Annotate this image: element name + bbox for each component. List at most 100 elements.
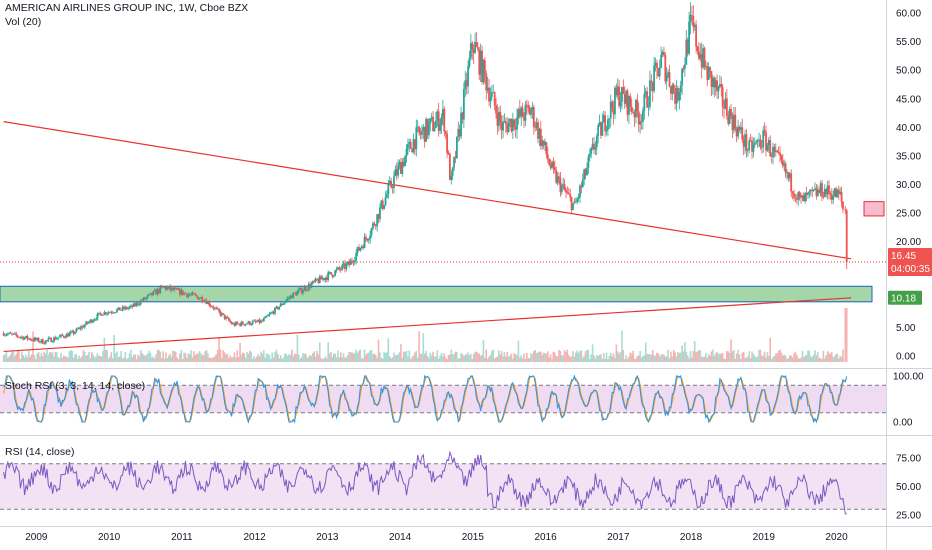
candle-body bbox=[749, 140, 752, 142]
volume-bar bbox=[134, 354, 136, 362]
candle-body bbox=[809, 189, 812, 192]
volume-bar bbox=[671, 356, 674, 362]
volume-bar bbox=[14, 356, 16, 362]
candle-body bbox=[730, 109, 732, 117]
candle-body bbox=[532, 107, 535, 128]
volume-bar bbox=[15, 353, 18, 362]
candle-body bbox=[278, 306, 281, 310]
volume-bar bbox=[156, 349, 159, 362]
volume-bar bbox=[246, 352, 248, 362]
candle-body bbox=[665, 75, 668, 82]
candle-body bbox=[686, 39, 689, 54]
candle-body bbox=[97, 312, 100, 315]
candlestick-series bbox=[2, 2, 848, 345]
candle-body bbox=[632, 112, 635, 113]
candle-body bbox=[574, 201, 577, 203]
candle-body bbox=[556, 176, 559, 183]
volume-bar bbox=[107, 358, 110, 362]
candle-body bbox=[202, 301, 205, 303]
candle-body bbox=[393, 176, 395, 188]
volume-bar bbox=[181, 359, 184, 362]
trendline-layer bbox=[0, 121, 886, 353]
candle-body bbox=[545, 142, 548, 155]
volume-bar bbox=[731, 351, 734, 362]
volume-bar bbox=[828, 352, 830, 362]
volume-bar bbox=[432, 351, 434, 362]
candle-body bbox=[180, 290, 183, 295]
volume-bar bbox=[836, 353, 839, 362]
candle-body bbox=[386, 194, 388, 198]
candle-body bbox=[647, 106, 650, 108]
volume-bar bbox=[264, 357, 267, 362]
candle-body bbox=[288, 297, 290, 299]
volume-bar bbox=[789, 355, 791, 362]
volume-bar bbox=[135, 359, 138, 362]
rsi-tick-label: 50.00 bbox=[896, 482, 921, 493]
volume-bar bbox=[100, 356, 103, 362]
volume-bar bbox=[609, 352, 612, 362]
rsi-legend[interactable]: RSI (14, close) bbox=[5, 446, 75, 458]
candle-body bbox=[204, 300, 206, 302]
volume-bar bbox=[574, 352, 577, 362]
volume-bar bbox=[461, 354, 464, 362]
stoch-tick-label: 100.00 bbox=[893, 372, 924, 383]
candle-body bbox=[234, 322, 237, 326]
candle-body bbox=[837, 189, 840, 194]
candle-body bbox=[612, 108, 615, 115]
price-tick-label: 30.00 bbox=[896, 180, 921, 191]
volume-bar bbox=[552, 351, 555, 362]
candle-body bbox=[738, 126, 741, 131]
candle-body bbox=[525, 104, 528, 106]
candle-body bbox=[560, 185, 563, 193]
candle-body bbox=[677, 87, 679, 101]
candle-body bbox=[132, 303, 135, 307]
volume-bar bbox=[569, 357, 571, 362]
candle-body bbox=[163, 286, 166, 288]
candle-body bbox=[209, 305, 212, 307]
volume-bar bbox=[822, 350, 825, 362]
volume-bar bbox=[769, 337, 772, 362]
candle-body bbox=[205, 300, 208, 304]
candle-body bbox=[667, 72, 670, 76]
candle-body bbox=[227, 318, 230, 321]
candle-body bbox=[488, 87, 490, 102]
volume-bar bbox=[503, 352, 506, 362]
candle-body bbox=[429, 118, 432, 124]
candle-body bbox=[400, 162, 402, 174]
volume-bar bbox=[42, 356, 44, 362]
volume-bar bbox=[247, 353, 250, 362]
candle-body bbox=[232, 323, 234, 325]
candle-body bbox=[576, 198, 579, 203]
candle-body bbox=[192, 292, 195, 295]
volume-bar bbox=[446, 359, 448, 362]
candle-body bbox=[836, 189, 839, 198]
candle-body bbox=[318, 276, 321, 284]
candle-body bbox=[387, 184, 390, 195]
stoch-rsi-legend[interactable]: Stoch RSI (3, 3, 14, 14, close) bbox=[5, 380, 146, 392]
symbol-title[interactable]: AMERICAN AIRLINES GROUP INC, 1W, Cboe BZ… bbox=[5, 2, 249, 14]
candle-body bbox=[672, 84, 675, 93]
volume-bar bbox=[373, 353, 376, 362]
volume-bar bbox=[565, 352, 567, 362]
candle-body bbox=[516, 117, 518, 130]
candle-body bbox=[492, 91, 495, 93]
candle-body bbox=[436, 111, 439, 121]
volume-legend[interactable]: Vol (20) bbox=[5, 16, 42, 28]
candle-body bbox=[247, 321, 250, 324]
volume-bar bbox=[493, 358, 496, 362]
volume-bar bbox=[661, 354, 664, 362]
candle-body bbox=[711, 77, 714, 87]
candle-body bbox=[793, 193, 795, 198]
price-tick-label: 5.00 bbox=[896, 323, 916, 334]
volume-bar bbox=[395, 355, 398, 362]
volume-bar bbox=[664, 356, 667, 362]
candle-body bbox=[628, 96, 630, 115]
price-tick-label: 45.00 bbox=[896, 94, 921, 105]
price-tick-label: 20.00 bbox=[896, 237, 921, 248]
volume-bar bbox=[499, 354, 502, 362]
candle-body bbox=[732, 114, 735, 131]
candle-body bbox=[212, 307, 215, 309]
candle-body bbox=[380, 200, 383, 208]
volume-bar bbox=[256, 356, 258, 362]
